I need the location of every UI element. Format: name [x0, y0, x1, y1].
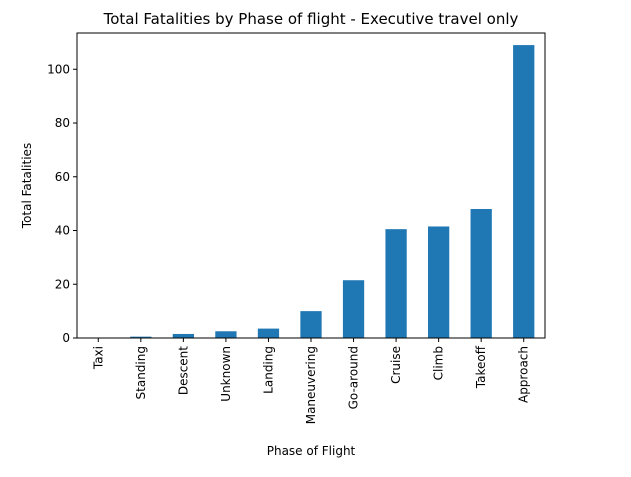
plot-frame [76, 32, 546, 339]
x-tick-label: Go-around [347, 346, 361, 409]
bars-group [130, 45, 535, 339]
bar-descent [172, 333, 194, 338]
bar-go-around [342, 280, 365, 338]
bar-climb [428, 226, 450, 338]
y-axis: 0 20 40 60 80 100 [47, 62, 77, 345]
x-tick-label: Takeoff [474, 345, 488, 389]
y-tick-label: 60 [55, 170, 70, 184]
y-axis-label: Total Fatalities [20, 143, 34, 229]
bar-takeoff [470, 209, 492, 338]
x-tick-label: Taxi [91, 346, 105, 370]
x-tick-label: Cruise [389, 346, 403, 384]
y-tick-label: 100 [47, 62, 70, 76]
y-tick-label: 0 [62, 331, 70, 345]
x-axis: Taxi Standing Descent Unknown Landing Maneuve… [91, 338, 531, 424]
x-tick-label: Approach [517, 346, 531, 403]
x-tick-label: Climb [432, 346, 446, 380]
bar-standing [130, 336, 152, 338]
bar-approach [513, 45, 535, 339]
x-axis-label: Phase of Flight [267, 444, 356, 458]
x-tick-label: Maneuvering [304, 346, 318, 424]
x-tick-label: Landing [261, 346, 275, 394]
y-tick-label: 20 [55, 277, 70, 291]
bar-cruise [385, 229, 407, 338]
y-tick-label: 40 [55, 224, 70, 238]
y-tick-label: 80 [55, 116, 70, 130]
x-tick-label: Standing [134, 346, 148, 399]
bar-maneuvering [300, 311, 322, 338]
x-tick-label: Descent [176, 346, 190, 395]
chart-title: Total Fatalities by Phase of flight - Ex… [103, 10, 519, 28]
bar-landing [257, 328, 280, 338]
x-tick-label: Unknown [219, 346, 233, 402]
bar-unknown [215, 331, 237, 338]
